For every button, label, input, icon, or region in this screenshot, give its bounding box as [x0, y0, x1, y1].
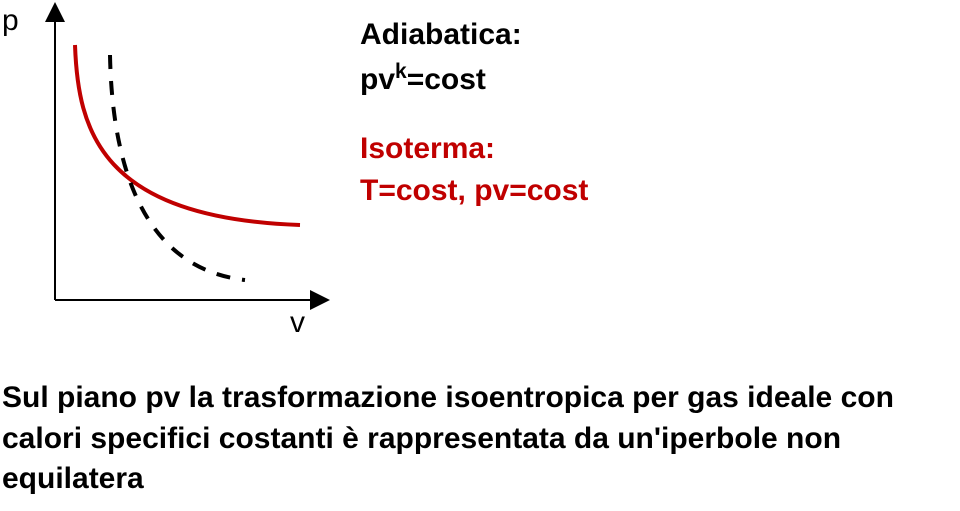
caption-line2: calori specifici costanti è rappresentat… — [2, 422, 841, 455]
adiabatic-equation: pvk=cost — [360, 60, 486, 97]
caption-text: Sul piano pv la trasformazione isoentrop… — [2, 378, 958, 500]
isotherm-title: Isoterma: — [360, 132, 495, 166]
adiabatic-eq-prefix: pv — [360, 63, 395, 96]
p-axis-label: p — [2, 4, 19, 38]
caption-line1: Sul piano pv la trasformazione isoentrop… — [2, 381, 894, 414]
adiabatic-eq-suffix: =cost — [407, 63, 486, 96]
isotherm-curve — [110, 55, 245, 280]
adiabatic-eq-exp: k — [395, 60, 407, 83]
v-axis-label: v — [290, 306, 305, 340]
isotherm-equation: T=cost, pv=cost — [360, 174, 588, 208]
caption-line3: equilatera — [2, 462, 144, 495]
adiabatic-curve — [75, 45, 300, 225]
adiabatic-title: Adiabatica: — [360, 18, 522, 52]
